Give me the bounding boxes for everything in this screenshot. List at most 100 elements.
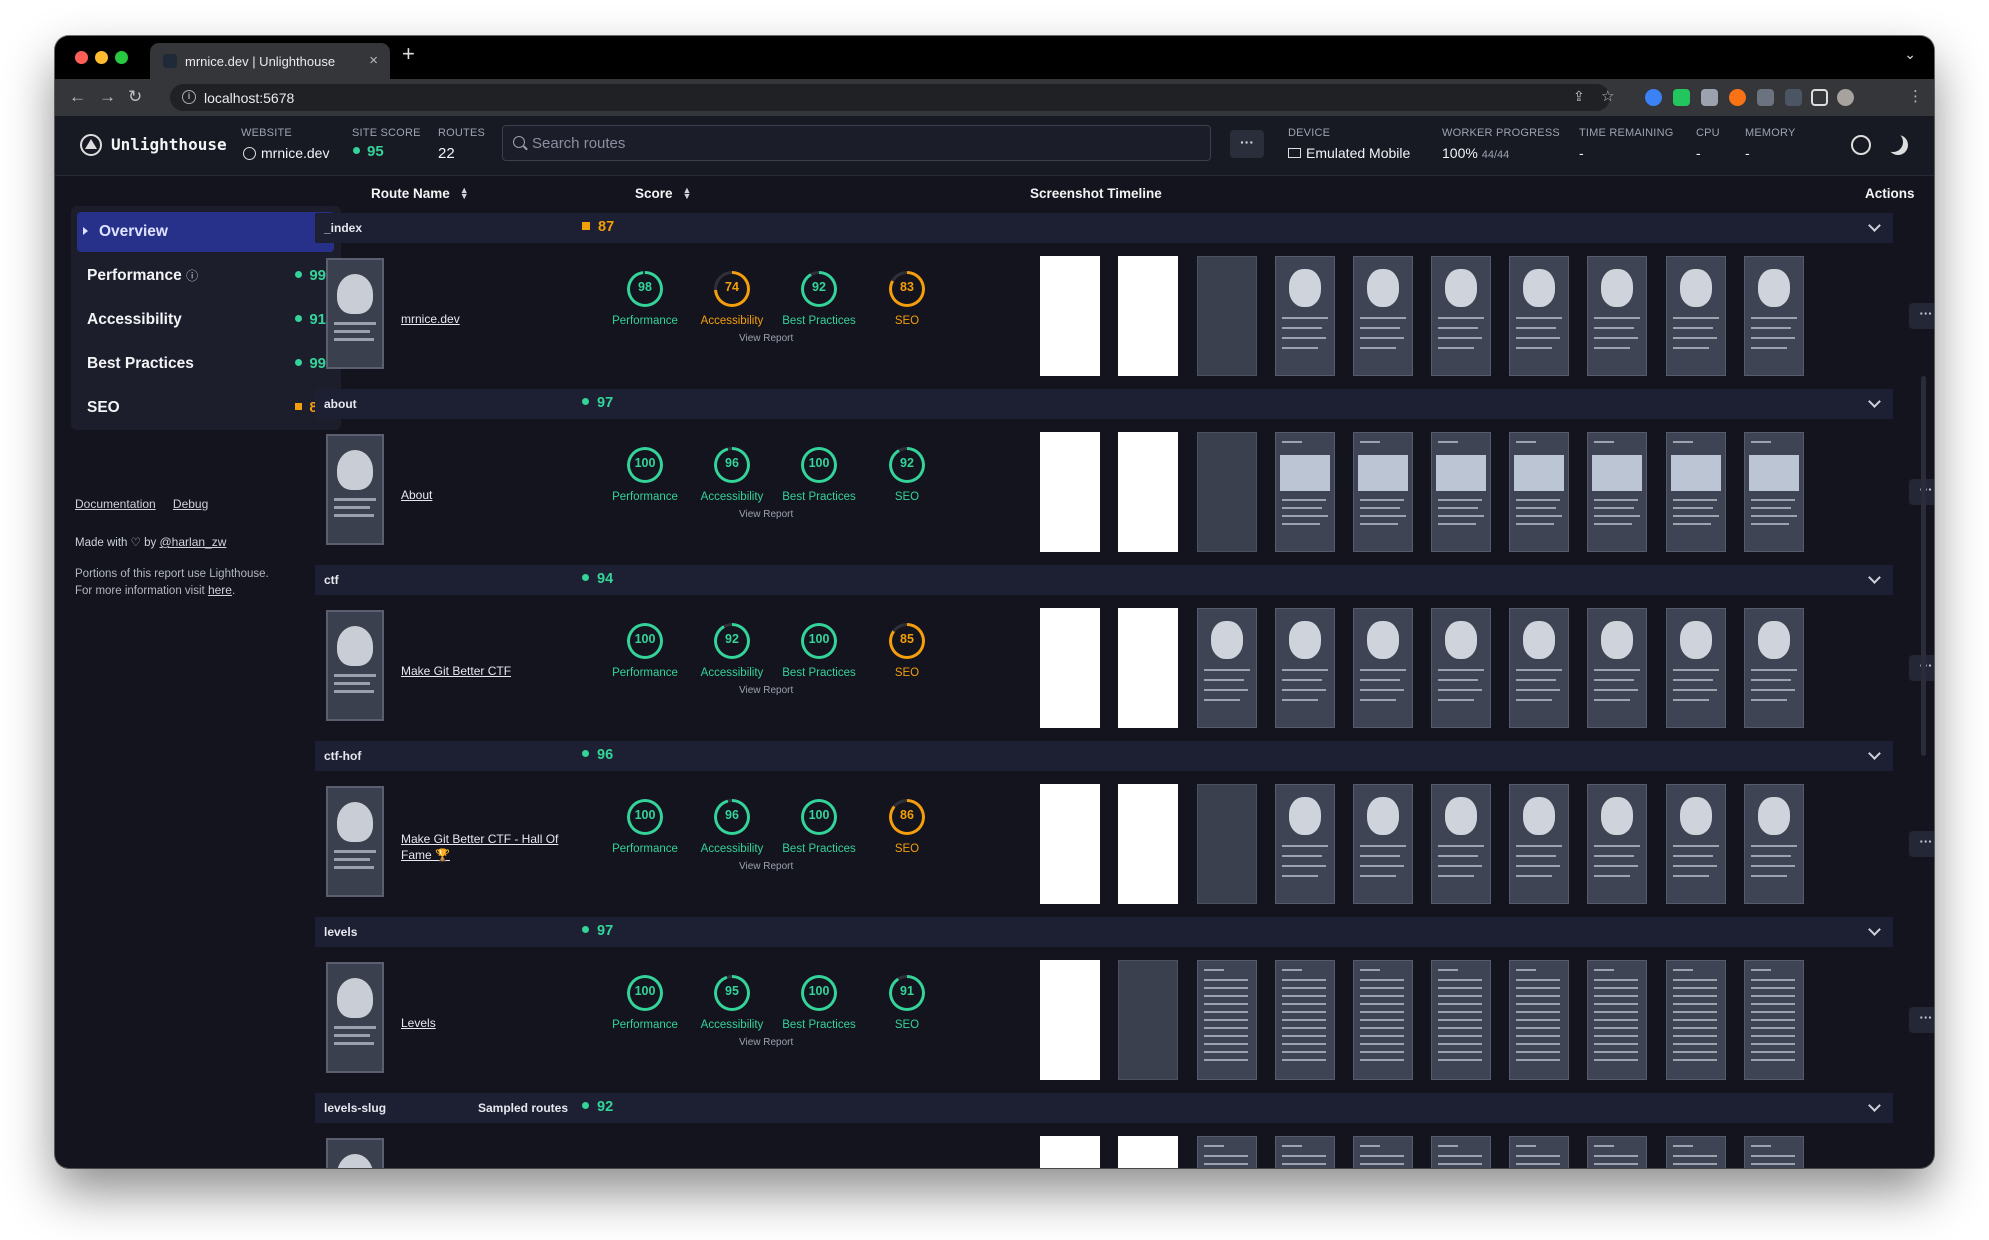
best-practices-gauge[interactable]: 100 xyxy=(801,975,837,1011)
route-group-header[interactable]: levels 97 xyxy=(315,917,1893,947)
route-path: levels xyxy=(324,925,358,939)
chevron-down-icon[interactable] xyxy=(1868,1099,1881,1112)
chevron-down-icon[interactable] xyxy=(1868,923,1881,936)
dark-mode-moon-icon[interactable] xyxy=(1888,135,1908,155)
more-options-button[interactable]: ··· xyxy=(1230,130,1264,158)
timeline-screenshot xyxy=(1587,256,1647,376)
tab-search-chevron-icon[interactable]: ⌄ xyxy=(1904,46,1916,62)
performance-gauge[interactable]: 100 xyxy=(627,975,663,1011)
view-report-link[interactable]: View Report xyxy=(739,509,794,520)
sidebar-item-seo[interactable]: SEO 89 xyxy=(77,388,334,428)
share-icon[interactable]: ⇪ xyxy=(1573,88,1585,104)
minimize-window-button[interactable] xyxy=(95,51,108,64)
seo-gauge[interactable]: 91 xyxy=(889,975,925,1011)
timeline-screenshot xyxy=(1587,1136,1647,1168)
view-report-link[interactable]: View Report xyxy=(739,861,794,872)
performance-gauge[interactable]: 98 xyxy=(627,271,663,307)
chevron-down-icon[interactable] xyxy=(1868,219,1881,232)
route-group-header[interactable]: levels-slug Sampled routes 92 xyxy=(315,1093,1893,1123)
info-icon[interactable]: ⓘ xyxy=(186,269,199,283)
best-practices-gauge[interactable]: 100 xyxy=(801,447,837,483)
chevron-down-icon[interactable] xyxy=(1868,395,1881,408)
extension-face-icon[interactable] xyxy=(1729,89,1746,106)
close-window-button[interactable] xyxy=(75,51,88,64)
route-path: about xyxy=(324,397,357,411)
best-practices-gauge[interactable]: 100 xyxy=(801,799,837,835)
best-practices-gauge[interactable]: 100 xyxy=(801,623,837,659)
here-link[interactable]: here xyxy=(207,583,232,597)
best-practices-label: Best Practices xyxy=(782,491,856,503)
route-group-header[interactable]: ctf 94 xyxy=(315,565,1893,595)
browser-menu-icon[interactable]: ⋮ xyxy=(1908,88,1923,105)
maximize-window-button[interactable] xyxy=(115,51,128,64)
best-practices-gauge[interactable]: 92 xyxy=(801,271,837,307)
documentation-link[interactable]: Documentation xyxy=(75,497,156,511)
side-panel-icon[interactable] xyxy=(1811,89,1828,106)
route-actions-button[interactable]: ··· xyxy=(1909,303,1934,329)
performance-gauge[interactable]: 100 xyxy=(627,799,663,835)
extension-grid-icon[interactable] xyxy=(1701,89,1718,106)
route-title-link[interactable]: Make Git Better CTF xyxy=(401,664,512,678)
timeline-screenshot xyxy=(1509,432,1569,552)
accessibility-gauge[interactable]: 96 xyxy=(714,799,750,835)
route-thumbnail xyxy=(326,610,384,721)
route-group-header[interactable]: about 97 xyxy=(315,389,1893,419)
accessibility-gauge[interactable]: 92 xyxy=(714,623,750,659)
accessibility-gauge[interactable]: 96 xyxy=(714,447,750,483)
seo-gauge[interactable]: 85 xyxy=(889,623,925,659)
route-group-header[interactable]: _index 87 xyxy=(315,213,1893,243)
site-info-icon[interactable]: i xyxy=(182,90,196,104)
seo-gauge[interactable]: 86 xyxy=(889,799,925,835)
route-title-link[interactable]: About xyxy=(401,488,433,502)
bookmark-star-icon[interactable]: ☆ xyxy=(1601,88,1615,105)
route-actions-button[interactable]: ··· xyxy=(1909,1007,1934,1033)
chevron-down-icon[interactable] xyxy=(1868,571,1881,584)
route-name-column-header[interactable]: Route Name ▲ ▼ xyxy=(371,185,469,202)
author-link[interactable]: @harlan_zw xyxy=(159,535,227,549)
extension-shield-icon[interactable] xyxy=(1673,89,1690,106)
back-arrow-icon[interactable]: ← xyxy=(69,87,86,106)
chevron-down-icon[interactable] xyxy=(1868,747,1881,760)
search-input[interactable]: Search routes xyxy=(502,125,1211,161)
extension-compass-icon[interactable] xyxy=(1645,89,1662,106)
route-group-header[interactable]: ctf-hof 96 xyxy=(315,741,1893,771)
website-value[interactable]: mrnice.dev xyxy=(243,145,329,161)
reading-list-icon[interactable] xyxy=(1785,89,1802,106)
performance-gauge[interactable]: 100 xyxy=(627,447,663,483)
close-tab-icon[interactable]: × xyxy=(369,52,378,69)
profile-avatar[interactable] xyxy=(1837,89,1854,106)
view-report-link[interactable]: View Report xyxy=(739,1037,794,1048)
performance-gauge[interactable]: 100 xyxy=(627,623,663,659)
seo-gauge[interactable]: 92 xyxy=(889,447,925,483)
sidebar-item-best-practices[interactable]: Best Practices 99 xyxy=(87,355,326,372)
forward-arrow-icon[interactable]: → xyxy=(99,87,116,106)
view-report-link[interactable]: View Report xyxy=(739,333,794,344)
timeline-screenshot xyxy=(1040,1136,1100,1168)
seo-label: SEO xyxy=(894,315,920,327)
timeline-screenshot xyxy=(1275,256,1335,376)
route-actions-button[interactable]: ··· xyxy=(1909,831,1934,857)
timeline-screenshot xyxy=(1509,960,1569,1080)
seo-gauge[interactable]: 83 xyxy=(889,271,925,307)
browser-tab[interactable]: mrnice.dev | Unlighthouse × xyxy=(150,43,390,79)
search-icon xyxy=(513,136,525,148)
route-title-link[interactable]: Levels xyxy=(401,1016,436,1030)
sidebar-item-performance[interactable]: Performance ⓘ 99 xyxy=(87,267,326,284)
route-title-link[interactable]: mrnice.dev xyxy=(401,312,460,326)
scrollbar[interactable] xyxy=(1921,376,1926,756)
favicon-icon xyxy=(163,54,177,68)
reload-icon[interactable]: ↻ xyxy=(128,87,143,106)
accessibility-gauge[interactable]: 74 xyxy=(714,271,750,307)
debug-link[interactable]: Debug xyxy=(172,497,209,511)
sidebar-item-overview[interactable]: Overview xyxy=(77,212,334,252)
timeline-screenshot xyxy=(1118,608,1178,728)
route-title-link[interactable]: Make Git Better CTF - Hall Of Fame 🏆 xyxy=(401,832,559,862)
sidebar-item-accessibility[interactable]: Accessibility 91 xyxy=(87,311,326,328)
score-column-header[interactable]: Score ▲ ▼ xyxy=(635,185,692,202)
extensions-puzzle-icon[interactable] xyxy=(1757,89,1774,106)
view-report-link[interactable]: View Report xyxy=(739,685,794,696)
new-tab-button[interactable]: + xyxy=(402,41,415,66)
github-icon[interactable] xyxy=(1851,135,1871,155)
address-bar[interactable]: i localhost:5678 xyxy=(170,84,1610,111)
accessibility-gauge[interactable]: 95 xyxy=(714,975,750,1011)
